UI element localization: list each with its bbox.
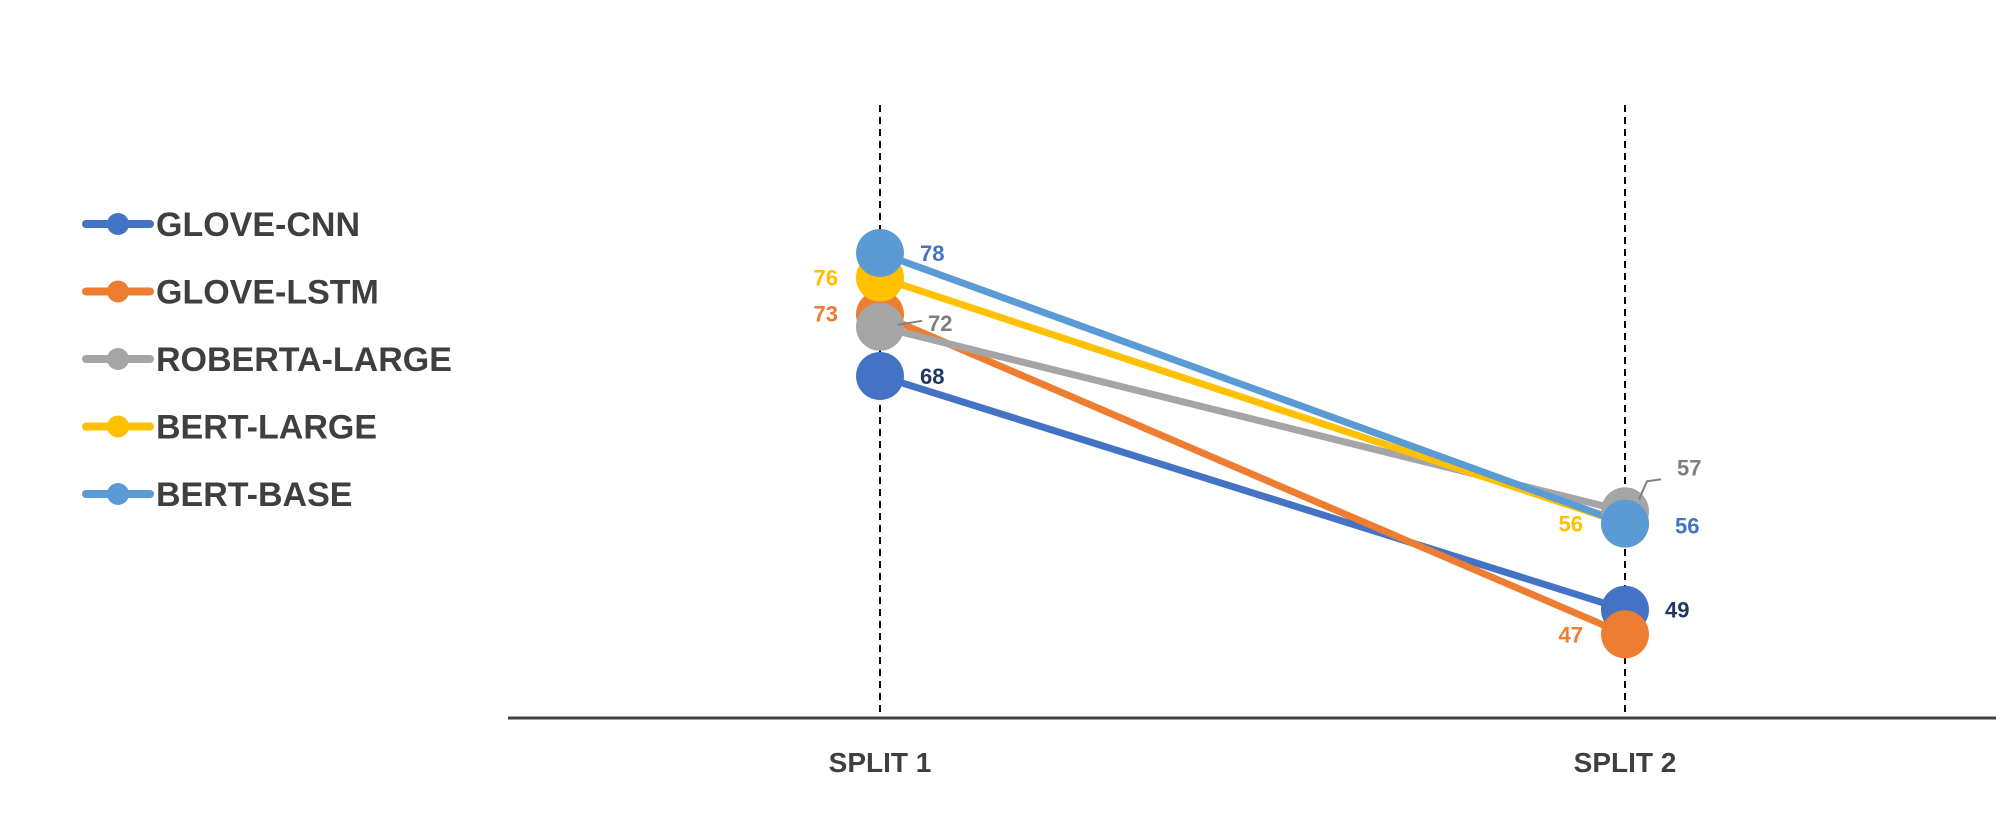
legend-marker-glove-cnn bbox=[107, 213, 129, 235]
leader-line-roberta-large-split-1 bbox=[897, 319, 923, 326]
legend-marker-bert-base bbox=[107, 483, 129, 505]
series-line-glove-lstm bbox=[876, 311, 1629, 638]
marker-roberta-large-split-1 bbox=[856, 302, 904, 351]
marker-bert-base-split-1 bbox=[856, 229, 904, 277]
series-line-glove-cnn bbox=[876, 372, 1629, 614]
data-label-bert-base-split-2: 56 bbox=[1675, 514, 1699, 539]
legend-marker-glove-lstm bbox=[107, 280, 129, 303]
x-tick-label-split-2: SPLIT 2 bbox=[1574, 747, 1677, 778]
data-label-glove-cnn-split-1: 68 bbox=[920, 364, 944, 389]
legend-label-bert-large: BERT-LARGE bbox=[156, 409, 377, 447]
legend-label-roberta-large: ROBERTA-LARGE bbox=[156, 341, 452, 379]
data-label-glove-cnn-split-2: 49 bbox=[1665, 598, 1689, 623]
marker-glove-cnn-split-1 bbox=[856, 352, 904, 400]
legend-label-glove-cnn: GLOVE-CNN bbox=[156, 206, 360, 244]
legend-marker-bert-large bbox=[107, 415, 129, 438]
data-label-bert-base-split-1: 78 bbox=[920, 241, 944, 266]
data-label-glove-lstm-split-2: 47 bbox=[1559, 622, 1583, 647]
plot-area: SPLIT 1 SPLIT 2 68 49 73 47 72 57 76 56 78 56 bbox=[508, 105, 1996, 778]
marker-glove-lstm-split-2 bbox=[1601, 610, 1649, 659]
legend-item-roberta-large: ROBERTA-LARGE bbox=[82, 341, 452, 379]
legend: GLOVE-CNN GLOVE-LSTM ROBERTA-LARGE BERT-LAR… bbox=[82, 206, 452, 514]
series-markers bbox=[856, 229, 1649, 659]
legend-label-glove-lstm: GLOVE-LSTM bbox=[156, 274, 379, 312]
marker-bert-base-split-2 bbox=[1601, 499, 1649, 548]
data-label-roberta-large-split-2: 57 bbox=[1677, 455, 1701, 480]
legend-label-bert-base: BERT-BASE bbox=[156, 476, 352, 514]
legend-marker-roberta-large bbox=[107, 348, 129, 370]
legend-item-bert-large: BERT-LARGE bbox=[82, 409, 377, 447]
data-labels: 68 49 73 47 72 57 76 56 78 56 bbox=[814, 241, 1702, 647]
leader-line-roberta-large-split-2 bbox=[1638, 478, 1662, 500]
data-label-roberta-large-split-1: 72 bbox=[928, 311, 952, 336]
series-line-bert-base bbox=[876, 249, 1629, 528]
data-label-glove-lstm-split-1: 73 bbox=[814, 302, 838, 327]
series-lines bbox=[876, 249, 1629, 638]
legend-item-bert-base: BERT-BASE bbox=[82, 476, 352, 514]
x-tick-label-split-1: SPLIT 1 bbox=[829, 747, 932, 778]
legend-item-glove-lstm: GLOVE-LSTM bbox=[82, 274, 379, 312]
data-label-bert-large-split-2: 56 bbox=[1559, 512, 1583, 537]
legend-item-glove-cnn: GLOVE-CNN bbox=[82, 206, 360, 244]
data-label-bert-large-split-1: 76 bbox=[814, 266, 838, 291]
series-line-bert-large bbox=[876, 274, 1629, 528]
